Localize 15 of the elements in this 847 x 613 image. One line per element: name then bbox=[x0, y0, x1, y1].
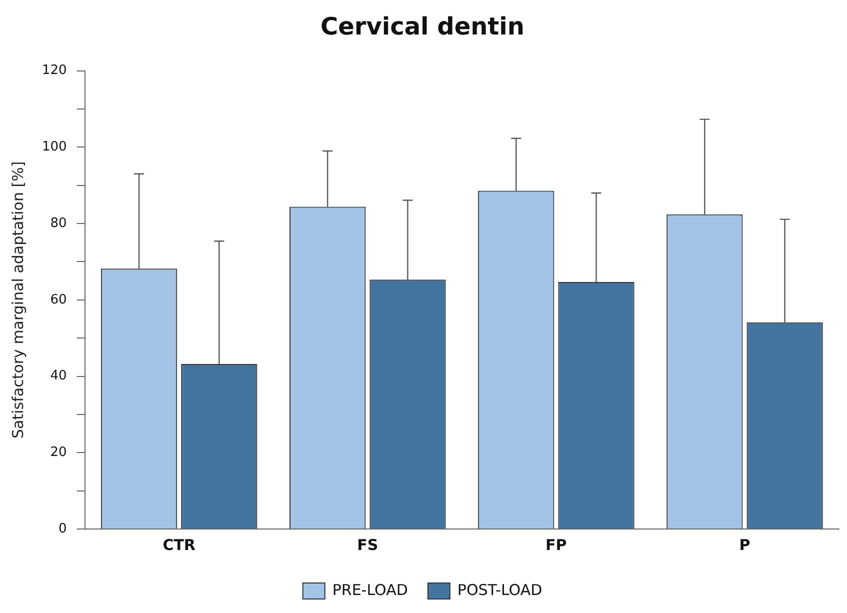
x-tick-label: CTR bbox=[162, 536, 196, 554]
y-tick-label: 40 bbox=[50, 368, 67, 384]
x-tick-label: FS bbox=[357, 536, 378, 554]
y-tick-label: 0 bbox=[58, 521, 67, 536]
y-tick-label: 80 bbox=[50, 216, 67, 231]
x-tick-label: FP bbox=[546, 536, 567, 554]
y-tick-label: 100 bbox=[42, 140, 67, 155]
y-tick-label: 60 bbox=[50, 292, 67, 308]
legend-label: POST-LOAD bbox=[457, 580, 542, 599]
y-axis-title: Satisfactory marginal adaptation [%] bbox=[8, 161, 27, 438]
legend-label: PRE-LOAD bbox=[332, 580, 408, 599]
chart-title: Cervical dentin bbox=[320, 12, 524, 41]
x-tick-label: P bbox=[739, 536, 750, 554]
y-tick-label: 120 bbox=[42, 63, 67, 78]
y-tick-label: 20 bbox=[50, 445, 67, 460]
